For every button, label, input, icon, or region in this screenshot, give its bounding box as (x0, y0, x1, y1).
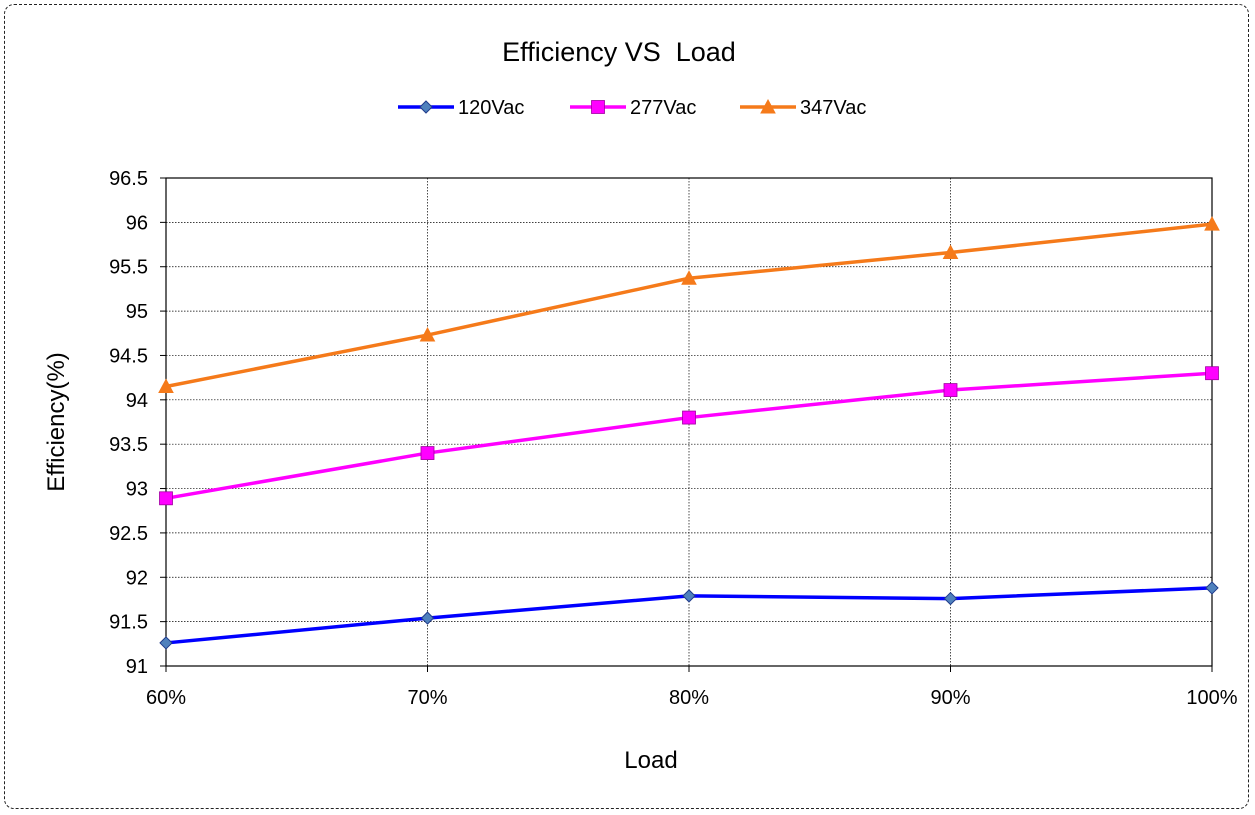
legend-label: 277Vac (630, 97, 696, 119)
y-tick-label: 91.5 (109, 612, 148, 634)
y-tick-label: 94 (126, 390, 148, 412)
x-axis-label: Load (624, 747, 677, 774)
series-347Vac (158, 216, 1220, 394)
legend-item: 347Vac (740, 97, 866, 119)
data-point (943, 591, 958, 606)
series-group (158, 216, 1220, 650)
x-axis-ticks: 60% 70% 80% 90% 100% (146, 666, 1238, 709)
legend-label: 347Vac (800, 97, 866, 119)
data-point (1205, 581, 1219, 595)
data-point (419, 326, 436, 342)
legend-marker (419, 100, 433, 114)
legend: 120Vac 277Vac 347Vac (398, 97, 866, 119)
y-tick-label: 93 (126, 479, 148, 501)
data-point (943, 383, 958, 397)
data-point (942, 244, 959, 260)
data-point (682, 410, 696, 425)
legend-label: 120Vac (458, 97, 524, 119)
legend-marker (591, 100, 605, 114)
grid-lines (166, 178, 1212, 666)
y-tick-label: 93.5 (109, 434, 148, 456)
y-tick-label: 94.5 (109, 345, 148, 367)
series-120Vac (159, 581, 1219, 650)
chart-frame (4, 4, 1249, 809)
series-277Vac (159, 366, 1219, 506)
legend-marker (760, 98, 776, 114)
legend-item: 277Vac (570, 97, 696, 119)
data-point (159, 491, 173, 506)
y-tick-label: 91 (126, 656, 148, 678)
data-point (420, 611, 435, 625)
x-tick-label: 70% (407, 687, 447, 709)
y-tick-label: 95 (126, 301, 148, 323)
y-tick-label: 96 (126, 212, 148, 234)
y-axis-label: Efficiency(%) (43, 352, 70, 492)
y-tick-label: 95.5 (109, 257, 148, 279)
x-tick-label: 90% (930, 687, 970, 709)
data-point (1204, 216, 1220, 231)
data-point (681, 270, 697, 285)
y-tick-label: 92 (126, 567, 148, 589)
y-tick-label: 96.5 (109, 168, 148, 190)
legend-item: 120Vac (398, 97, 524, 119)
data-point (1205, 366, 1219, 381)
data-point (158, 378, 174, 394)
chart-title: Efficiency VS Load (502, 37, 736, 67)
y-axis-ticks: 91 91.5 92 92.5 93 93.5 94 94.5 95 95.5 96 96.5 (109, 168, 166, 678)
y-tick-label: 92.5 (109, 523, 148, 545)
data-point (420, 446, 435, 460)
data-point (682, 589, 696, 603)
x-tick-label: 100% (1186, 687, 1237, 709)
x-tick-label: 60% (146, 687, 186, 709)
data-point (159, 636, 173, 650)
x-tick-label: 80% (669, 687, 709, 709)
